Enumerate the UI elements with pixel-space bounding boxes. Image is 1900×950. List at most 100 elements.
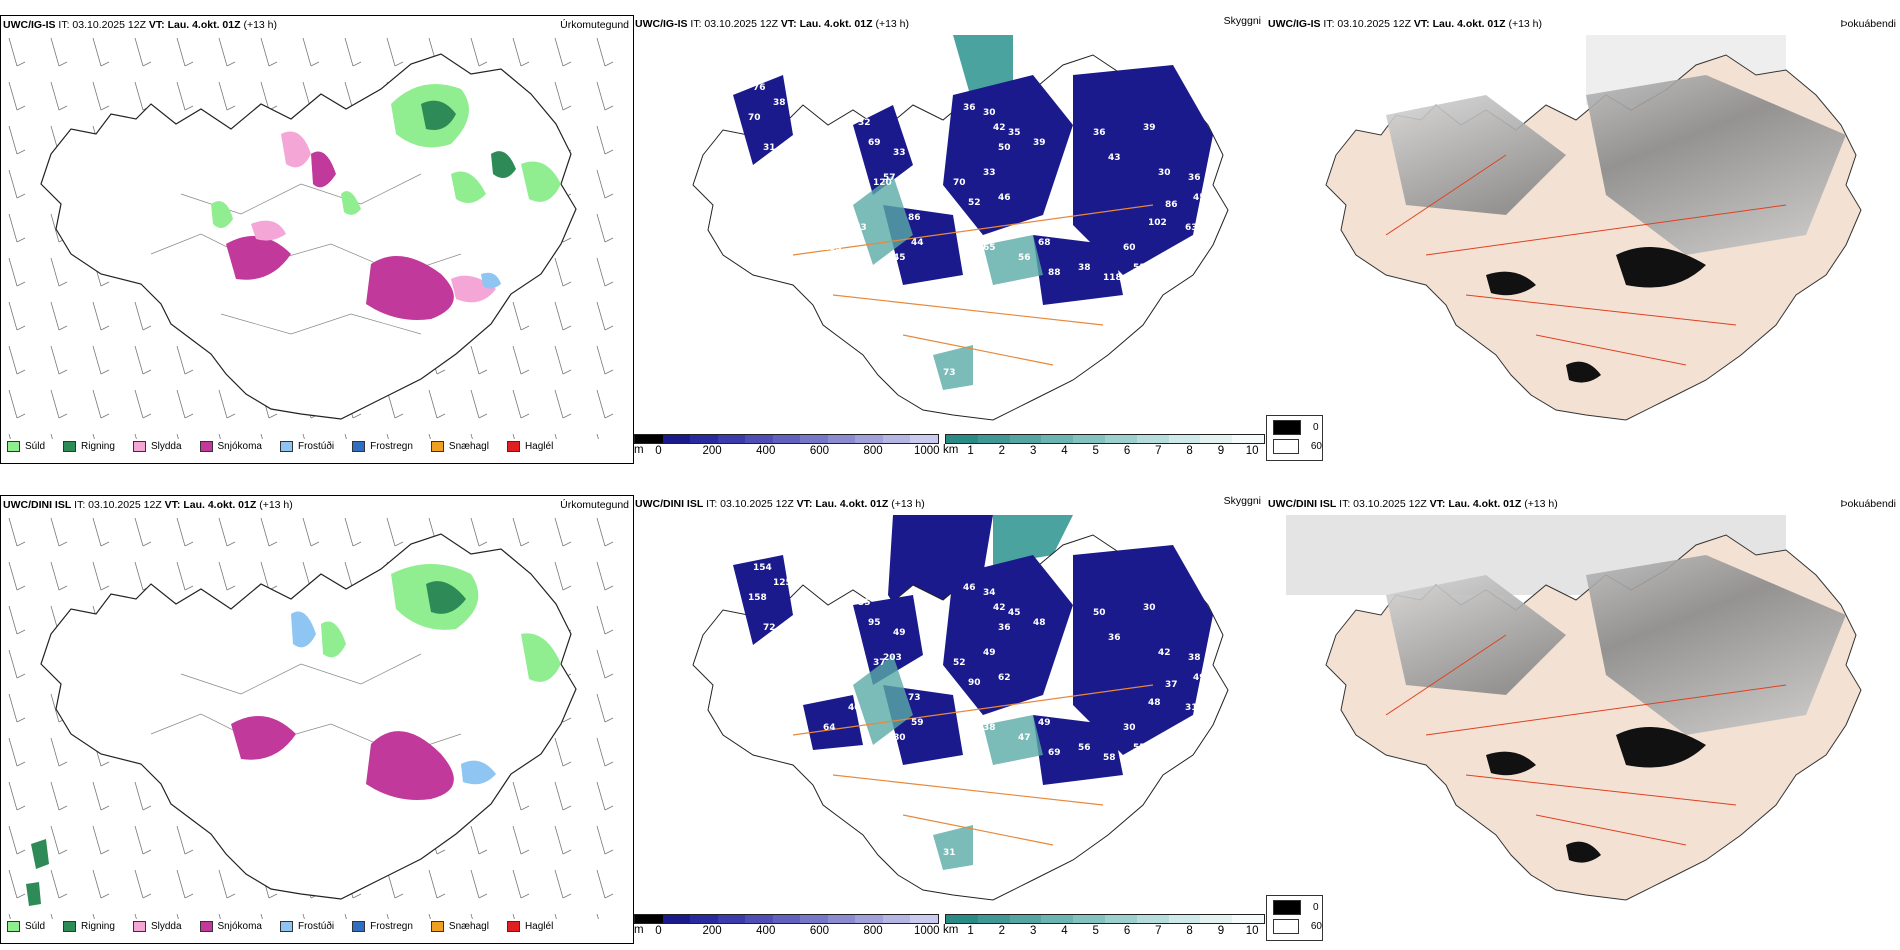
visibility-panel-top: UWC/IG-IS IT: 03.10.2025 12Z VT: Lau. 4.… (633, 15, 1265, 462)
vis-colorbar: 0 200 400 600 800 1000 m (634, 434, 940, 458)
panel-header: UWC/DINI ISL IT: 03.10.2025 12Z VT: Lau.… (635, 498, 925, 510)
visibility-value-label: 158 (748, 593, 767, 603)
colorbar-tick: 3 (1029, 925, 1037, 937)
visibility-value-label: 48 (1013, 708, 1026, 718)
precip-map (1, 34, 633, 439)
visibility-value-label: 76 (818, 308, 831, 318)
visibility-value-label: 45 (1193, 193, 1206, 203)
visibility-value-label: 36 (1093, 128, 1106, 138)
visibility-value-label: 108 (973, 328, 992, 338)
visibility-labels: 154 158 125 72 55 95 49 39 46 42 36 34 45 48 50 30 36 42 3… (748, 563, 1211, 858)
visibility-value-label: 86 (908, 213, 921, 223)
visibility-value-label: 57 (953, 808, 966, 818)
colorbar-tick: 9 (1217, 445, 1225, 457)
legend-item: Frostregn (352, 921, 413, 932)
legend-item: Snæhagl (430, 921, 489, 932)
visibility-value-label: 48 (1148, 698, 1161, 708)
colorbar-tick: 600 (809, 925, 830, 937)
colorbar-tick: 4 (1061, 925, 1068, 937)
visibility-value-label: 51 (1133, 263, 1146, 273)
visibility-value-label: 58 (1103, 753, 1116, 763)
visibility-value-label: 120 (818, 788, 837, 798)
visibility-value-label: 31 (1185, 703, 1198, 713)
visibility-value-label: 57 (883, 173, 896, 183)
visibility-value-label: 98 (953, 328, 966, 338)
visibility-value-label: 47 (1018, 733, 1031, 743)
visibility-value-label: 120 (873, 178, 892, 188)
colorbar-tick: 10 (1245, 445, 1259, 457)
visibility-value-label: 50 (998, 143, 1011, 153)
precip-panel-bottom: UWC/DINI ISL IT: 03.10.2025 12Z VT: Lau.… (0, 495, 634, 944)
visibility-map: 154 158 125 72 55 95 49 39 46 42 36 34 45 48 50 30 36 42 3… (692, 515, 1229, 901)
colorbar-tick: 3 (1029, 445, 1037, 457)
vis-colorbar: 0 200 400 600 800 1000 m (634, 914, 940, 938)
panel-header: UWC/IG-IS IT: 03.10.2025 12Z VT: Lau. 4.… (635, 18, 910, 30)
visibility-title: Skyggni (1223, 15, 1261, 27)
visibility-value-label: 82 (958, 698, 971, 708)
legend-item: Súld (7, 441, 45, 452)
visibility-value-label: 70 (748, 113, 761, 123)
visibility-value-label: 133 (823, 243, 842, 253)
visibility-map: 76 70 38 31 32 69 33 34 36 42 50 30 35 39 36 39 43 30 36 45… (692, 35, 1229, 421)
visibility-value-label: 76 (903, 828, 916, 838)
visibility-value-label: 273 (848, 223, 867, 233)
visibility-value-label: 69 (868, 138, 881, 148)
visibility-value-label: 90 (968, 678, 981, 688)
visibility-value-label: 49 (1193, 673, 1206, 683)
visibility-value-label: 33 (983, 168, 996, 178)
legend-item: Slydda (132, 441, 182, 452)
visibility-value-label: 130 (828, 278, 847, 288)
visibility-value-label: 43 (1108, 153, 1121, 163)
visibility-value-label: 31 (763, 143, 776, 153)
visibility-value-label: 76 (753, 83, 766, 93)
precip-title: Úrkomutegund (560, 499, 629, 511)
colorbar-tick: 1 (967, 445, 974, 457)
colorbar-tick: 8 (1186, 445, 1193, 457)
colorbar-tick: 800 (863, 445, 883, 457)
visibility-value-label: 35 (1008, 128, 1021, 138)
colorbar-tick: 1000 (914, 445, 940, 457)
visibility-value-label: 49 (983, 648, 996, 658)
colorbar-tick: 5 (1092, 445, 1099, 457)
visibility-value-label: 55 (1133, 743, 1146, 753)
visibility-value-label: 59 (911, 718, 924, 728)
colorbar-tick: 0 (655, 445, 662, 457)
visibility-value-label: 30 (1143, 603, 1156, 613)
km-colorbar: 1 2 3 4 5 6 7 8 9 10 km (943, 434, 1265, 458)
visibility-value-label: 33 (893, 148, 906, 158)
visibility-value-label: 49 (1038, 718, 1051, 728)
visibility-value-label: 30 (1123, 723, 1136, 733)
colorbar-tick: 1000 (914, 925, 940, 937)
precip-legend: Súld Rigning Slydda Snjókoma Frostúði Fr… (7, 441, 571, 452)
legend-item: Frostregn (352, 441, 413, 452)
visibility-value-label: 37 (873, 658, 886, 668)
fog-map (1325, 35, 1862, 421)
legend-item: Súld (7, 921, 45, 932)
precip-legend: Súld Rigning Slydda Snjókoma Frostúði Fr… (7, 921, 571, 932)
visibility-title: Skyggni (1223, 495, 1261, 507)
visibility-value-label: 48 (1033, 618, 1046, 628)
visibility-value-label: 36 (1108, 633, 1121, 643)
legend-item: Haglél (506, 441, 553, 452)
visibility-value-label: 38 (1188, 653, 1201, 663)
colorbar-tick: 7 (1155, 445, 1162, 457)
visibility-value-label: 32 (858, 118, 871, 128)
visibility-value-label: 57 (918, 203, 931, 213)
colorbar-tick: 200 (702, 925, 722, 937)
visibility-value-label: 34 (928, 118, 941, 128)
panel-header: UWC/DINI ISL IT: 03.10.2025 12Z VT: Lau.… (3, 499, 293, 511)
precip-map (1, 514, 633, 919)
colorbar-tick: 400 (756, 925, 776, 937)
visibility-value-label: 69 (1048, 748, 1061, 758)
visibility-value-label: 45 (893, 253, 906, 263)
fog-panel-bottom: UWC/DINI ISL IT: 03.10.2025 12Z VT: Lau.… (1266, 495, 1900, 942)
visibility-value-label: 39 (1033, 138, 1046, 148)
colorbar-tick: 0 (655, 925, 662, 937)
colorbar-tick: 200 (702, 445, 722, 457)
visibility-value-label: 36 (963, 103, 976, 113)
visibility-value-label: 30 (1158, 168, 1171, 178)
visibility-value-label: 49 (893, 628, 906, 638)
visibility-value-label: 48 (958, 218, 971, 228)
visibility-value-label: 118 (1103, 273, 1122, 283)
visibility-value-label: 64 (823, 723, 836, 733)
